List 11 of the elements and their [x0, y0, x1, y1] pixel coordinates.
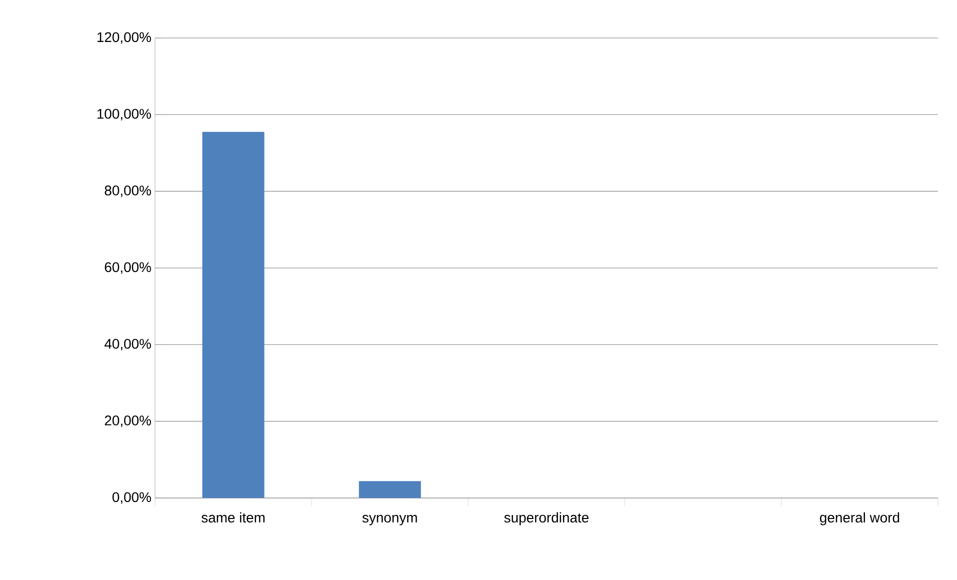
y-tick-label: 40,00%: [104, 338, 151, 350]
y-tick-label: 80,00%: [104, 186, 151, 198]
x-tick-label: synonym: [362, 514, 417, 526]
y-tick-label: 100,00%: [97, 108, 151, 120]
y-tick-label: 60,00%: [104, 262, 151, 274]
x-tick-label: superordinate: [504, 512, 589, 526]
y-tick-label: 20,00%: [104, 416, 151, 428]
x-tick-label: general word: [820, 512, 900, 526]
y-tick-label: 0,00%: [112, 492, 151, 504]
x-tick-label: same item: [202, 512, 265, 523]
y-tick-label: 120,00%: [97, 32, 151, 44]
